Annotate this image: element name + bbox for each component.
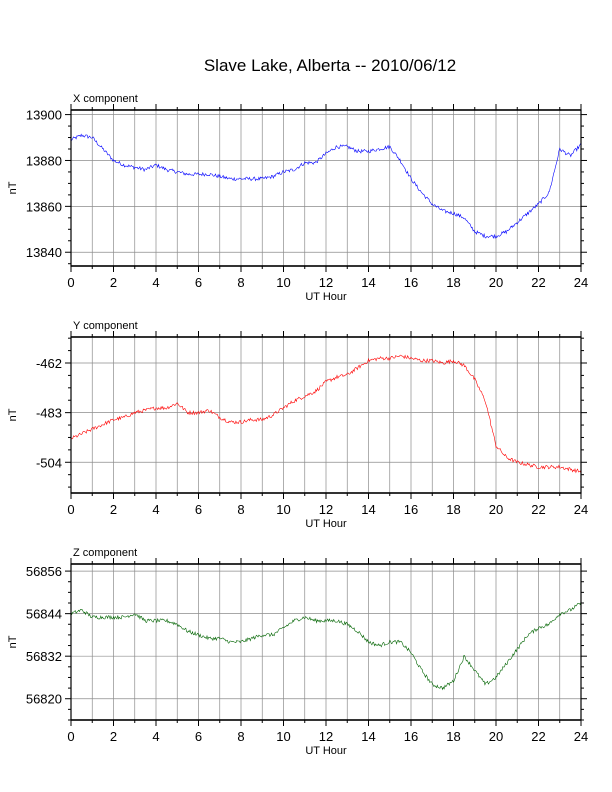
x-tick-label: 24 <box>574 275 588 290</box>
y-tick-label: -483 <box>36 406 62 421</box>
x-tick-label: 0 <box>67 729 74 744</box>
x-tick-label: 16 <box>404 275 418 290</box>
x-tick-label: 20 <box>489 502 503 517</box>
x-axis-label: UT Hour <box>305 291 347 303</box>
chart-title: Slave Lake, Alberta -- 2010/06/12 <box>203 56 457 75</box>
x-tick-label: 2 <box>110 729 117 744</box>
y-tick-label: 13860 <box>26 199 62 214</box>
x-tick-label: 20 <box>489 275 503 290</box>
y-tick-label: 13880 <box>26 153 62 168</box>
y-tick-label: 56820 <box>26 692 62 707</box>
x-tick-label: 10 <box>276 502 290 517</box>
x-tick-label: 8 <box>237 275 244 290</box>
x-tick-label: 4 <box>152 729 159 744</box>
series-line <box>70 354 582 474</box>
y-tick-label: 56832 <box>26 649 62 664</box>
y-tick-label: 56856 <box>26 564 62 579</box>
y-tick-label: 13840 <box>26 245 62 260</box>
x-tick-label: 10 <box>276 729 290 744</box>
x-tick-label: 10 <box>276 275 290 290</box>
x-tick-label: 18 <box>446 275 460 290</box>
x-tick-label: 12 <box>319 502 333 517</box>
x-tick-label: 18 <box>446 502 460 517</box>
y-tick-label: -504 <box>36 455 62 470</box>
x-tick-label: 12 <box>319 275 333 290</box>
x-tick-label: 8 <box>237 502 244 517</box>
x-axis-label: UT Hour <box>305 518 347 530</box>
x-tick-label: 14 <box>361 729 375 744</box>
x-tick-label: 18 <box>446 729 460 744</box>
x-tick-label: 2 <box>110 275 117 290</box>
x-tick-label: 2 <box>110 502 117 517</box>
y-axis-label: nT <box>7 408 19 421</box>
x-tick-label: 22 <box>531 729 545 744</box>
x-tick-label: 22 <box>531 502 545 517</box>
x-tick-label: 4 <box>152 502 159 517</box>
x-axis-label: UT Hour <box>305 745 347 757</box>
y-tick-label: -462 <box>36 356 62 371</box>
x-tick-label: 22 <box>531 275 545 290</box>
x-tick-label: 14 <box>361 275 375 290</box>
x-tick-label: 6 <box>195 502 202 517</box>
x-tick-label: 16 <box>404 502 418 517</box>
panel-title: Z component <box>73 547 137 559</box>
x-tick-label: 20 <box>489 729 503 744</box>
series-line <box>70 133 582 239</box>
panel-title: X component <box>73 93 138 105</box>
x-tick-label: 8 <box>237 729 244 744</box>
x-tick-label: 12 <box>319 729 333 744</box>
x-tick-label: 24 <box>574 502 588 517</box>
x-tick-label: 24 <box>574 729 588 744</box>
y-tick-label: 56844 <box>26 607 62 622</box>
x-tick-label: 4 <box>152 275 159 290</box>
y-tick-label: 13900 <box>26 108 62 123</box>
x-tick-label: 6 <box>195 729 202 744</box>
y-axis-label: nT <box>7 181 19 194</box>
series-line <box>70 601 582 691</box>
x-tick-label: 0 <box>67 275 74 290</box>
x-tick-label: 6 <box>195 275 202 290</box>
y-axis-label: nT <box>7 635 19 648</box>
x-tick-label: 16 <box>404 729 418 744</box>
panel-title: Y component <box>73 320 138 332</box>
x-tick-label: 0 <box>67 502 74 517</box>
x-tick-label: 14 <box>361 502 375 517</box>
